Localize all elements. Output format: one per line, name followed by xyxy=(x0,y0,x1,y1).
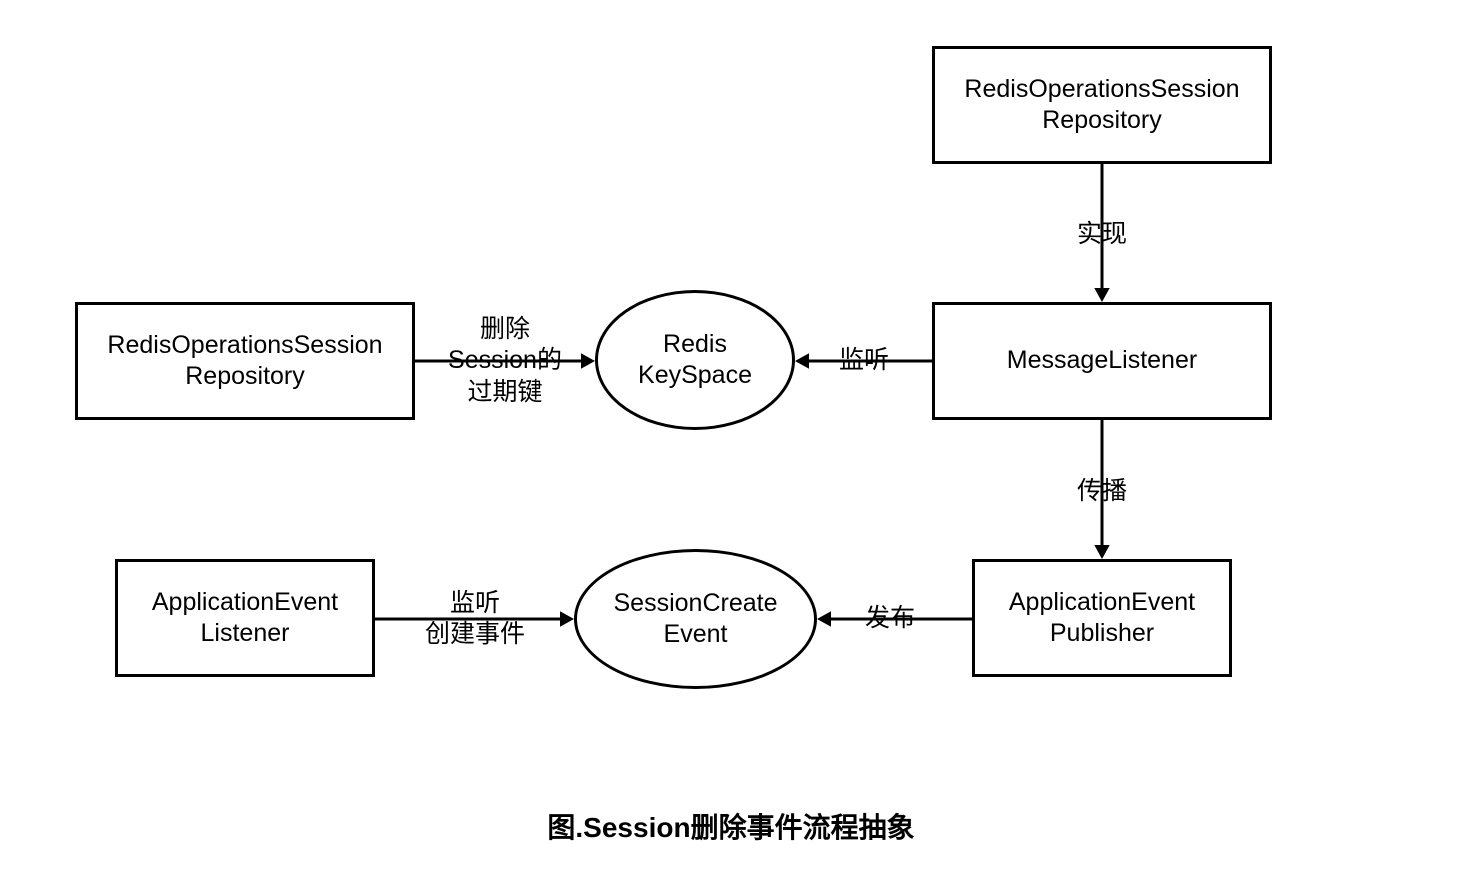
edge-label-e_listener_event: 监听 创建事件 xyxy=(415,587,535,651)
node-app_publisher-label: ApplicationEvent Publisher xyxy=(1009,587,1195,650)
node-ros_top: RedisOperationsSession Repository xyxy=(932,46,1272,164)
edge-label-e_ml_redis: 监听 xyxy=(838,347,890,375)
node-app_listener: ApplicationEvent Listener xyxy=(115,559,375,677)
edge-label-e_ros_top_ml-text: 实现 xyxy=(1077,219,1127,250)
node-app_listener-label: ApplicationEvent Listener xyxy=(152,587,338,650)
edge-label-e_ros_top_ml: 实现 xyxy=(1076,221,1128,249)
caption: 图.Session删除事件流程抽象 xyxy=(0,806,1462,840)
node-ros_left-label: RedisOperationsSession Repository xyxy=(107,330,382,393)
node-app_publisher: ApplicationEvent Publisher xyxy=(972,559,1232,677)
caption-text: 图.Session删除事件流程抽象 xyxy=(547,812,914,843)
node-ros_left: RedisOperationsSession Repository xyxy=(75,302,415,420)
edge-label-e_listener_event-text: 监听 创建事件 xyxy=(425,588,525,651)
diagram-canvas: RedisOperationsSession Repository RedisOp… xyxy=(0,0,1462,882)
edge-label-e_ros_left_redis-text: 删除 Session的 过期键 xyxy=(448,314,562,408)
edge-label-e_pub_event: 发布 xyxy=(864,605,916,633)
edge-label-e_ml_redis-text: 监听 xyxy=(839,345,889,376)
node-ros_top-label: RedisOperationsSession Repository xyxy=(964,74,1239,137)
edge-label-e_ml_pub-text: 传播 xyxy=(1077,476,1127,507)
edge-label-e_pub_event-text: 发布 xyxy=(865,603,915,634)
node-message_listener: MessageListener xyxy=(932,302,1272,420)
node-redis_keyspace: Redis KeySpace xyxy=(595,290,795,430)
edge-label-e_ros_left_redis: 删除 Session的 过期键 xyxy=(425,313,585,409)
node-message_listener-label: MessageListener xyxy=(1007,345,1197,376)
node-session_event-label: SessionCreate Event xyxy=(614,588,778,651)
node-redis_keyspace-label: Redis KeySpace xyxy=(638,329,752,392)
edge-label-e_ml_pub: 传播 xyxy=(1076,478,1128,506)
node-session_event: SessionCreate Event xyxy=(574,549,817,689)
